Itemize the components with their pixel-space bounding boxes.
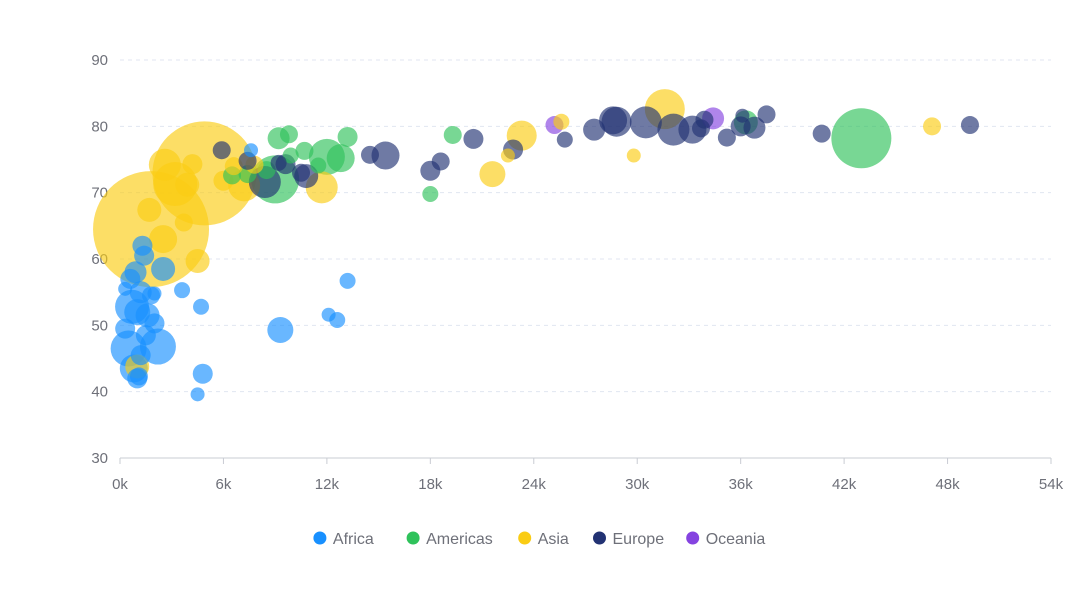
bubble-europe[interactable] (463, 128, 484, 149)
x-tick-label: 0k (112, 476, 128, 493)
bubble-europe[interactable] (431, 152, 450, 171)
legend-item-americas[interactable]: Americas (406, 531, 493, 548)
bubble-africa[interactable] (193, 298, 210, 315)
legend-label: Americas (426, 531, 493, 548)
bubble-asia[interactable] (479, 161, 506, 188)
legend-item-europe[interactable]: Europe (593, 531, 664, 548)
x-tick-label: 42k (832, 476, 857, 493)
legend[interactable]: Africa Americas Asia Europe Oceania (313, 531, 765, 548)
bubble-asia[interactable] (553, 113, 570, 130)
bubble-americas[interactable] (282, 147, 299, 164)
bubble-europe[interactable] (360, 145, 379, 164)
bubble-africa[interactable] (321, 307, 336, 322)
bubble-asia[interactable] (148, 148, 181, 181)
bubble-asia[interactable] (224, 157, 243, 176)
bubble-europe[interactable] (599, 106, 628, 135)
bubble-europe[interactable] (717, 128, 736, 147)
y-tick-label: 40 (91, 384, 108, 401)
legend-label: Oceania (706, 531, 766, 548)
bubble-europe[interactable] (556, 131, 573, 148)
y-tick-label: 30 (91, 450, 108, 467)
legend-marker (518, 531, 532, 545)
bubble-europe[interactable] (212, 141, 231, 160)
bubble-asia[interactable] (923, 117, 942, 136)
y-tick-label: 50 (91, 317, 108, 334)
legend-item-oceania[interactable]: Oceania (686, 531, 765, 548)
bubble-europe[interactable] (812, 124, 831, 143)
x-tick-label: 36k (729, 476, 754, 493)
bubble-africa[interactable] (144, 313, 165, 334)
bubble-europe[interactable] (735, 108, 750, 123)
x-tick-label: 48k (935, 476, 960, 493)
bubble-asia[interactable] (185, 248, 210, 273)
bubble-europe[interactable] (757, 105, 776, 124)
bubble-asia[interactable] (500, 148, 515, 163)
bubble-africa[interactable] (151, 256, 176, 281)
legend-item-africa[interactable]: Africa (313, 531, 374, 548)
bubble-africa[interactable] (129, 367, 148, 386)
bubble-europe[interactable] (960, 116, 979, 135)
x-tick-label: 12k (315, 476, 340, 493)
bubble-africa[interactable] (130, 345, 151, 366)
bubble-europe[interactable] (583, 118, 606, 141)
legend-marker (593, 531, 606, 545)
legend-item-asia[interactable]: Asia (518, 531, 569, 548)
legend-label: Asia (538, 531, 569, 548)
bubble-americas[interactable] (831, 108, 892, 169)
bubble-africa[interactable] (118, 281, 133, 296)
bubble-asia[interactable] (175, 172, 200, 197)
bubble-americas[interactable] (310, 157, 327, 174)
grid-lines (120, 59, 1051, 393)
bubble-americas[interactable] (295, 141, 314, 160)
x-tick-label: 24k (522, 476, 547, 493)
legend-label: Europe (613, 531, 665, 548)
bubble-asia[interactable] (626, 148, 641, 163)
bubble-africa[interactable] (190, 387, 205, 402)
data-points (93, 89, 979, 402)
legend-marker (406, 531, 420, 545)
bubble-europe[interactable] (371, 141, 400, 170)
bubble-africa[interactable] (134, 245, 155, 266)
bubble-asia[interactable] (182, 154, 203, 175)
legend-marker (313, 531, 327, 545)
bubble-africa[interactable] (174, 282, 191, 299)
legend-label: Africa (333, 531, 374, 548)
bubble-africa[interactable] (115, 318, 136, 339)
bubble-europe[interactable] (292, 163, 311, 182)
bubble-europe[interactable] (629, 106, 662, 139)
bubble-africa[interactable] (267, 316, 294, 343)
x-tick-label: 30k (625, 476, 650, 493)
bubble-americas[interactable] (337, 126, 358, 147)
bubble-asia[interactable] (149, 225, 178, 254)
bubble-africa[interactable] (339, 272, 356, 289)
x-tick-label: 18k (418, 476, 443, 493)
bubble-africa[interactable] (244, 143, 259, 158)
bubble-europe[interactable] (692, 119, 711, 138)
legend-marker (686, 531, 700, 545)
y-tick-label: 90 (91, 52, 108, 69)
bubble-americas[interactable] (279, 125, 298, 144)
x-tick-label: 54k (1039, 476, 1064, 493)
bubble-africa[interactable] (147, 286, 162, 301)
bubble-americas[interactable] (443, 125, 462, 144)
bubble-asia[interactable] (137, 197, 162, 222)
bubble-africa[interactable] (192, 363, 213, 384)
bubble-europe[interactable] (270, 154, 287, 171)
y-tick-label: 80 (91, 118, 108, 135)
bubble-americas[interactable] (326, 144, 355, 173)
bubble-americas[interactable] (422, 185, 439, 202)
x-tick-label: 6k (216, 476, 232, 493)
bubble-asia[interactable] (174, 213, 193, 232)
